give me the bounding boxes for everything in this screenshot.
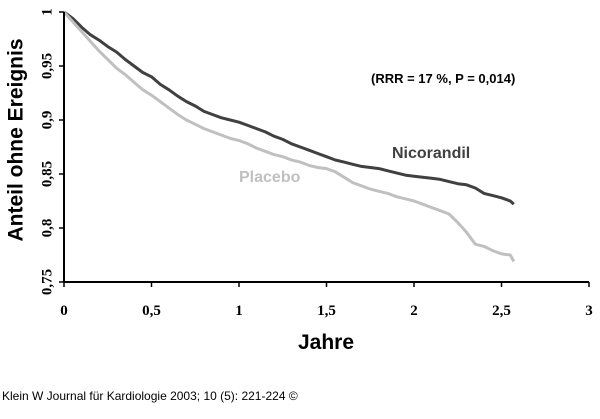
- x-tick-label: 1,5: [317, 303, 336, 319]
- curves: [62, 10, 516, 263]
- x-ticks: 0 0,5 1 1,5 2 2,5 3: [60, 282, 593, 319]
- y-tick-label: 1: [39, 8, 55, 16]
- series-line-nicorandil: [63, 10, 515, 206]
- citation: Klein W Journal für Kardiologie 2003; 10…: [2, 389, 298, 403]
- series-label-placebo: Placebo: [239, 169, 301, 186]
- x-tick-label: 0: [60, 303, 68, 319]
- y-tick-label: 0,8: [39, 219, 55, 238]
- rrr-annotation: (RRR = 17 %, P = 0,014): [371, 71, 515, 86]
- y-tick-label: 0,85: [39, 161, 55, 187]
- series-line-placebo: [62, 10, 516, 263]
- x-tick-label: 2,5: [492, 303, 511, 319]
- axes: [63, 12, 589, 283]
- y-tick-label: 0,75: [39, 269, 55, 295]
- x-tick-label: 0,5: [142, 303, 161, 319]
- x-tick-label: 1: [235, 303, 243, 319]
- survival-chart: 0,75 0,8 0,85 0,9 0,95 1 0 0,5 1 1,5 2 2,5 3 Anteil…: [5, 8, 593, 354]
- x-tick-label: 2: [410, 303, 418, 319]
- y-ticks: 0,75 0,8 0,85 0,9 0,95 1: [39, 8, 64, 295]
- x-tick-label: 3: [585, 303, 593, 319]
- series-label-nicorandil: Nicorandil: [392, 145, 470, 162]
- y-tick-label: 0,9: [39, 111, 55, 130]
- y-tick-label: 0,95: [39, 53, 55, 79]
- x-axis-title: Jahre: [298, 331, 354, 354]
- y-axis-title: Anteil ohne Ereignis: [5, 38, 28, 241]
